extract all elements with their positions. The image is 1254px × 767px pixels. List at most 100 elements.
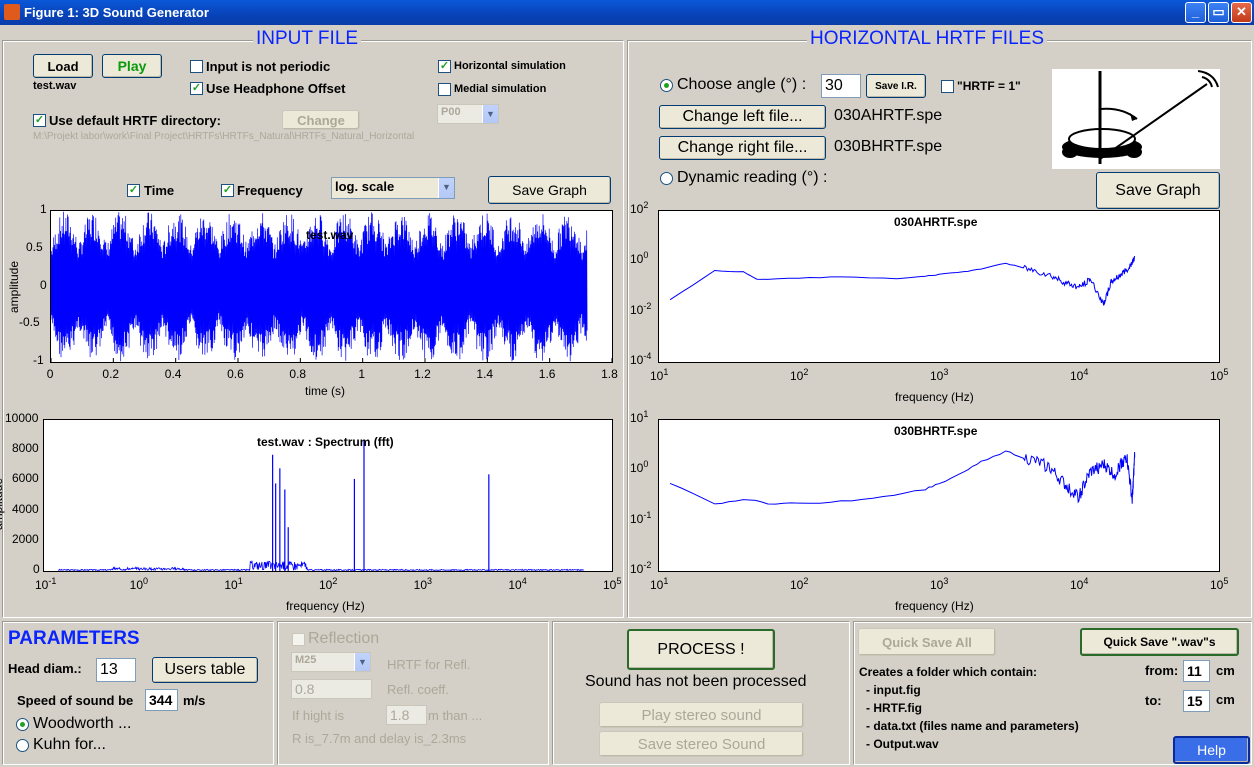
woodworth-radio[interactable] <box>16 718 29 731</box>
not-periodic-checkbox[interactable] <box>190 60 203 73</box>
hrtf-right-y-tick-exp: -2 <box>643 560 652 570</box>
spectrum-y-tick: 2000 <box>12 531 39 546</box>
change-right-file-button[interactable]: Change right file... <box>659 136 826 160</box>
head-diam-input[interactable] <box>96 658 136 682</box>
hrtf-right-x-tick-exp: 3 <box>943 576 949 586</box>
dynamic-reading-radio[interactable] <box>660 172 673 185</box>
refl-coeff-input[interactable] <box>291 679 372 699</box>
hrtf-one-checkbox[interactable] <box>941 80 954 93</box>
hrtf-left-y-tick: 102 <box>630 200 648 216</box>
time-x-tick: 0 <box>46 367 54 381</box>
spectrum-x-tick-base: 10 <box>603 578 617 592</box>
time-y-tick: -0.5 <box>19 315 40 330</box>
time-x-tick: 1 <box>358 367 366 381</box>
save-graph-hrtf-button[interactable]: Save Graph <box>1096 172 1220 209</box>
hrtf-right-y-tick-exp: -1 <box>643 509 652 520</box>
time-y-tick: -1 <box>33 353 44 367</box>
minimize-button[interactable]: _ <box>1185 2 1206 23</box>
frequency-checkbox[interactable]: ✓ <box>221 184 234 197</box>
save-ir-button[interactable]: Save I.R. <box>866 74 926 98</box>
speed-input[interactable] <box>145 689 178 711</box>
close-button[interactable]: ✕ <box>1231 2 1252 23</box>
hrtf-left-x-tick: 105 <box>1210 367 1228 383</box>
hrtf-right-plot-svg <box>669 450 1136 505</box>
speed-unit: m/s <box>183 693 206 708</box>
hrtf-right-y-tick: 10-2 <box>630 560 651 576</box>
reflection-checkbox[interactable] <box>292 633 305 646</box>
from-label: from: <box>1145 663 1179 678</box>
kuhn-radio[interactable] <box>16 739 29 752</box>
save-graph-input-button[interactable]: Save Graph <box>488 176 611 204</box>
save-item-input: - input.fig <box>866 683 921 697</box>
process-panel <box>552 621 850 765</box>
window-title: Figure 1: 3D Sound Generator <box>24 5 209 20</box>
scale-select-value: log. scale <box>335 179 395 194</box>
spectrum-x-tick-exp: 4 <box>521 576 527 586</box>
spectrum-x-tick-base: 10 <box>35 578 49 592</box>
process-button[interactable]: PROCESS ! <box>627 629 775 670</box>
dynamic-reading-label: Dynamic reading (°) : <box>677 169 828 186</box>
angle-input[interactable] <box>821 74 861 98</box>
scale-select[interactable]: log. scale ▼ <box>331 177 455 199</box>
hrtf-right-curve <box>669 450 1136 505</box>
maximize-button[interactable]: ▭ <box>1208 2 1229 23</box>
p00-select[interactable]: P00 ▼ <box>437 104 499 124</box>
left-file-name: 030AHRTF.spe <box>834 107 943 124</box>
spectrum-y-tick: 0 <box>33 562 40 576</box>
change-dir-button[interactable]: Change <box>282 110 360 130</box>
hrtf-right-x-tick: 103 <box>930 576 948 592</box>
to-input[interactable] <box>1183 690 1210 712</box>
spectrum-x-tick-exp: -1 <box>48 576 57 586</box>
parameters-panel <box>2 621 274 765</box>
time-checkbox[interactable]: ✓ <box>127 184 140 197</box>
spectrum-x-tick: 100 <box>130 576 148 592</box>
hrtf-left-y-tick-base: 10 <box>630 202 644 216</box>
from-input[interactable] <box>1183 660 1210 682</box>
default-dir-checkbox[interactable]: ✓ <box>33 114 46 127</box>
hrtf-right-plot: 030BHRTF.spe <box>658 419 1220 572</box>
right-file-name: 030BHRTF.spe <box>834 138 943 155</box>
hrtf-right-y-tick-base: 10 <box>630 562 644 576</box>
quick-save-all-button[interactable]: Quick Save All <box>858 628 996 656</box>
change-left-file-button[interactable]: Change left file... <box>659 105 826 129</box>
time-ylabel: amplitude <box>7 260 22 314</box>
time-plot-svg <box>51 211 612 362</box>
hrtf-right-y-tick-exp: 1 <box>643 409 649 419</box>
help-button[interactable]: Help <box>1173 736 1250 764</box>
hrtf-right-y-tick: 100 <box>630 459 648 475</box>
time-x-tick: 0.2 <box>102 367 120 381</box>
save-desc: Creates a folder which contain: <box>859 665 1038 679</box>
play-button[interactable]: Play <box>102 54 162 78</box>
hrtf-left-curve <box>669 255 1136 306</box>
refl-hrtf-select[interactable]: M25 ▼ <box>291 652 371 672</box>
height-input[interactable] <box>386 705 427 725</box>
users-table-button[interactable]: Users table <box>152 657 258 683</box>
hrtf-left-x-tick-base: 10 <box>1210 369 1224 383</box>
horizontal-sim-checkbox[interactable]: ✓ <box>438 60 451 73</box>
quick-save-wavs-button[interactable]: Quick Save ".wav"s <box>1080 628 1239 656</box>
woodworth-label: Woodworth ... <box>33 715 132 732</box>
time-label: Time <box>144 183 175 198</box>
headphone-offset-checkbox[interactable]: ✓ <box>190 82 203 95</box>
hrtf-left-plot: 030AHRTF.spe <box>658 210 1220 363</box>
hrtf-right-y-tick: 10-1 <box>630 510 651 526</box>
spectrum-line <box>58 560 584 571</box>
medial-sim-checkbox[interactable] <box>438 83 451 96</box>
hrtf-right-x-tick: 104 <box>1070 576 1088 592</box>
spectrum-ylabel: amplitude <box>0 477 6 531</box>
time-x-tick: 1.4 <box>476 367 494 381</box>
hrtf-right-x-tick: 101 <box>650 576 668 592</box>
load-button[interactable]: Load <box>33 54 93 78</box>
play-stereo-button[interactable]: Play stereo sound <box>599 702 804 728</box>
hrtf-left-x-tick: 101 <box>650 367 668 383</box>
hrtf-left-y-tick-exp: -2 <box>643 300 652 311</box>
refl-hrtf-select-value: M25 <box>295 654 317 666</box>
chevron-down-icon: ▼ <box>354 653 370 671</box>
choose-angle-radio[interactable] <box>660 79 673 92</box>
hrtf-left-x-tick: 104 <box>1070 367 1088 383</box>
spectrum-plot: test.wav : Spectrum (fft) <box>43 419 613 572</box>
hrtf-left-y-tick-exp: 2 <box>643 200 649 210</box>
spectrum-y-tick: 6000 <box>12 471 39 486</box>
matlab-icon <box>4 4 20 20</box>
save-stereo-button[interactable]: Save stereo Sound <box>599 731 804 757</box>
